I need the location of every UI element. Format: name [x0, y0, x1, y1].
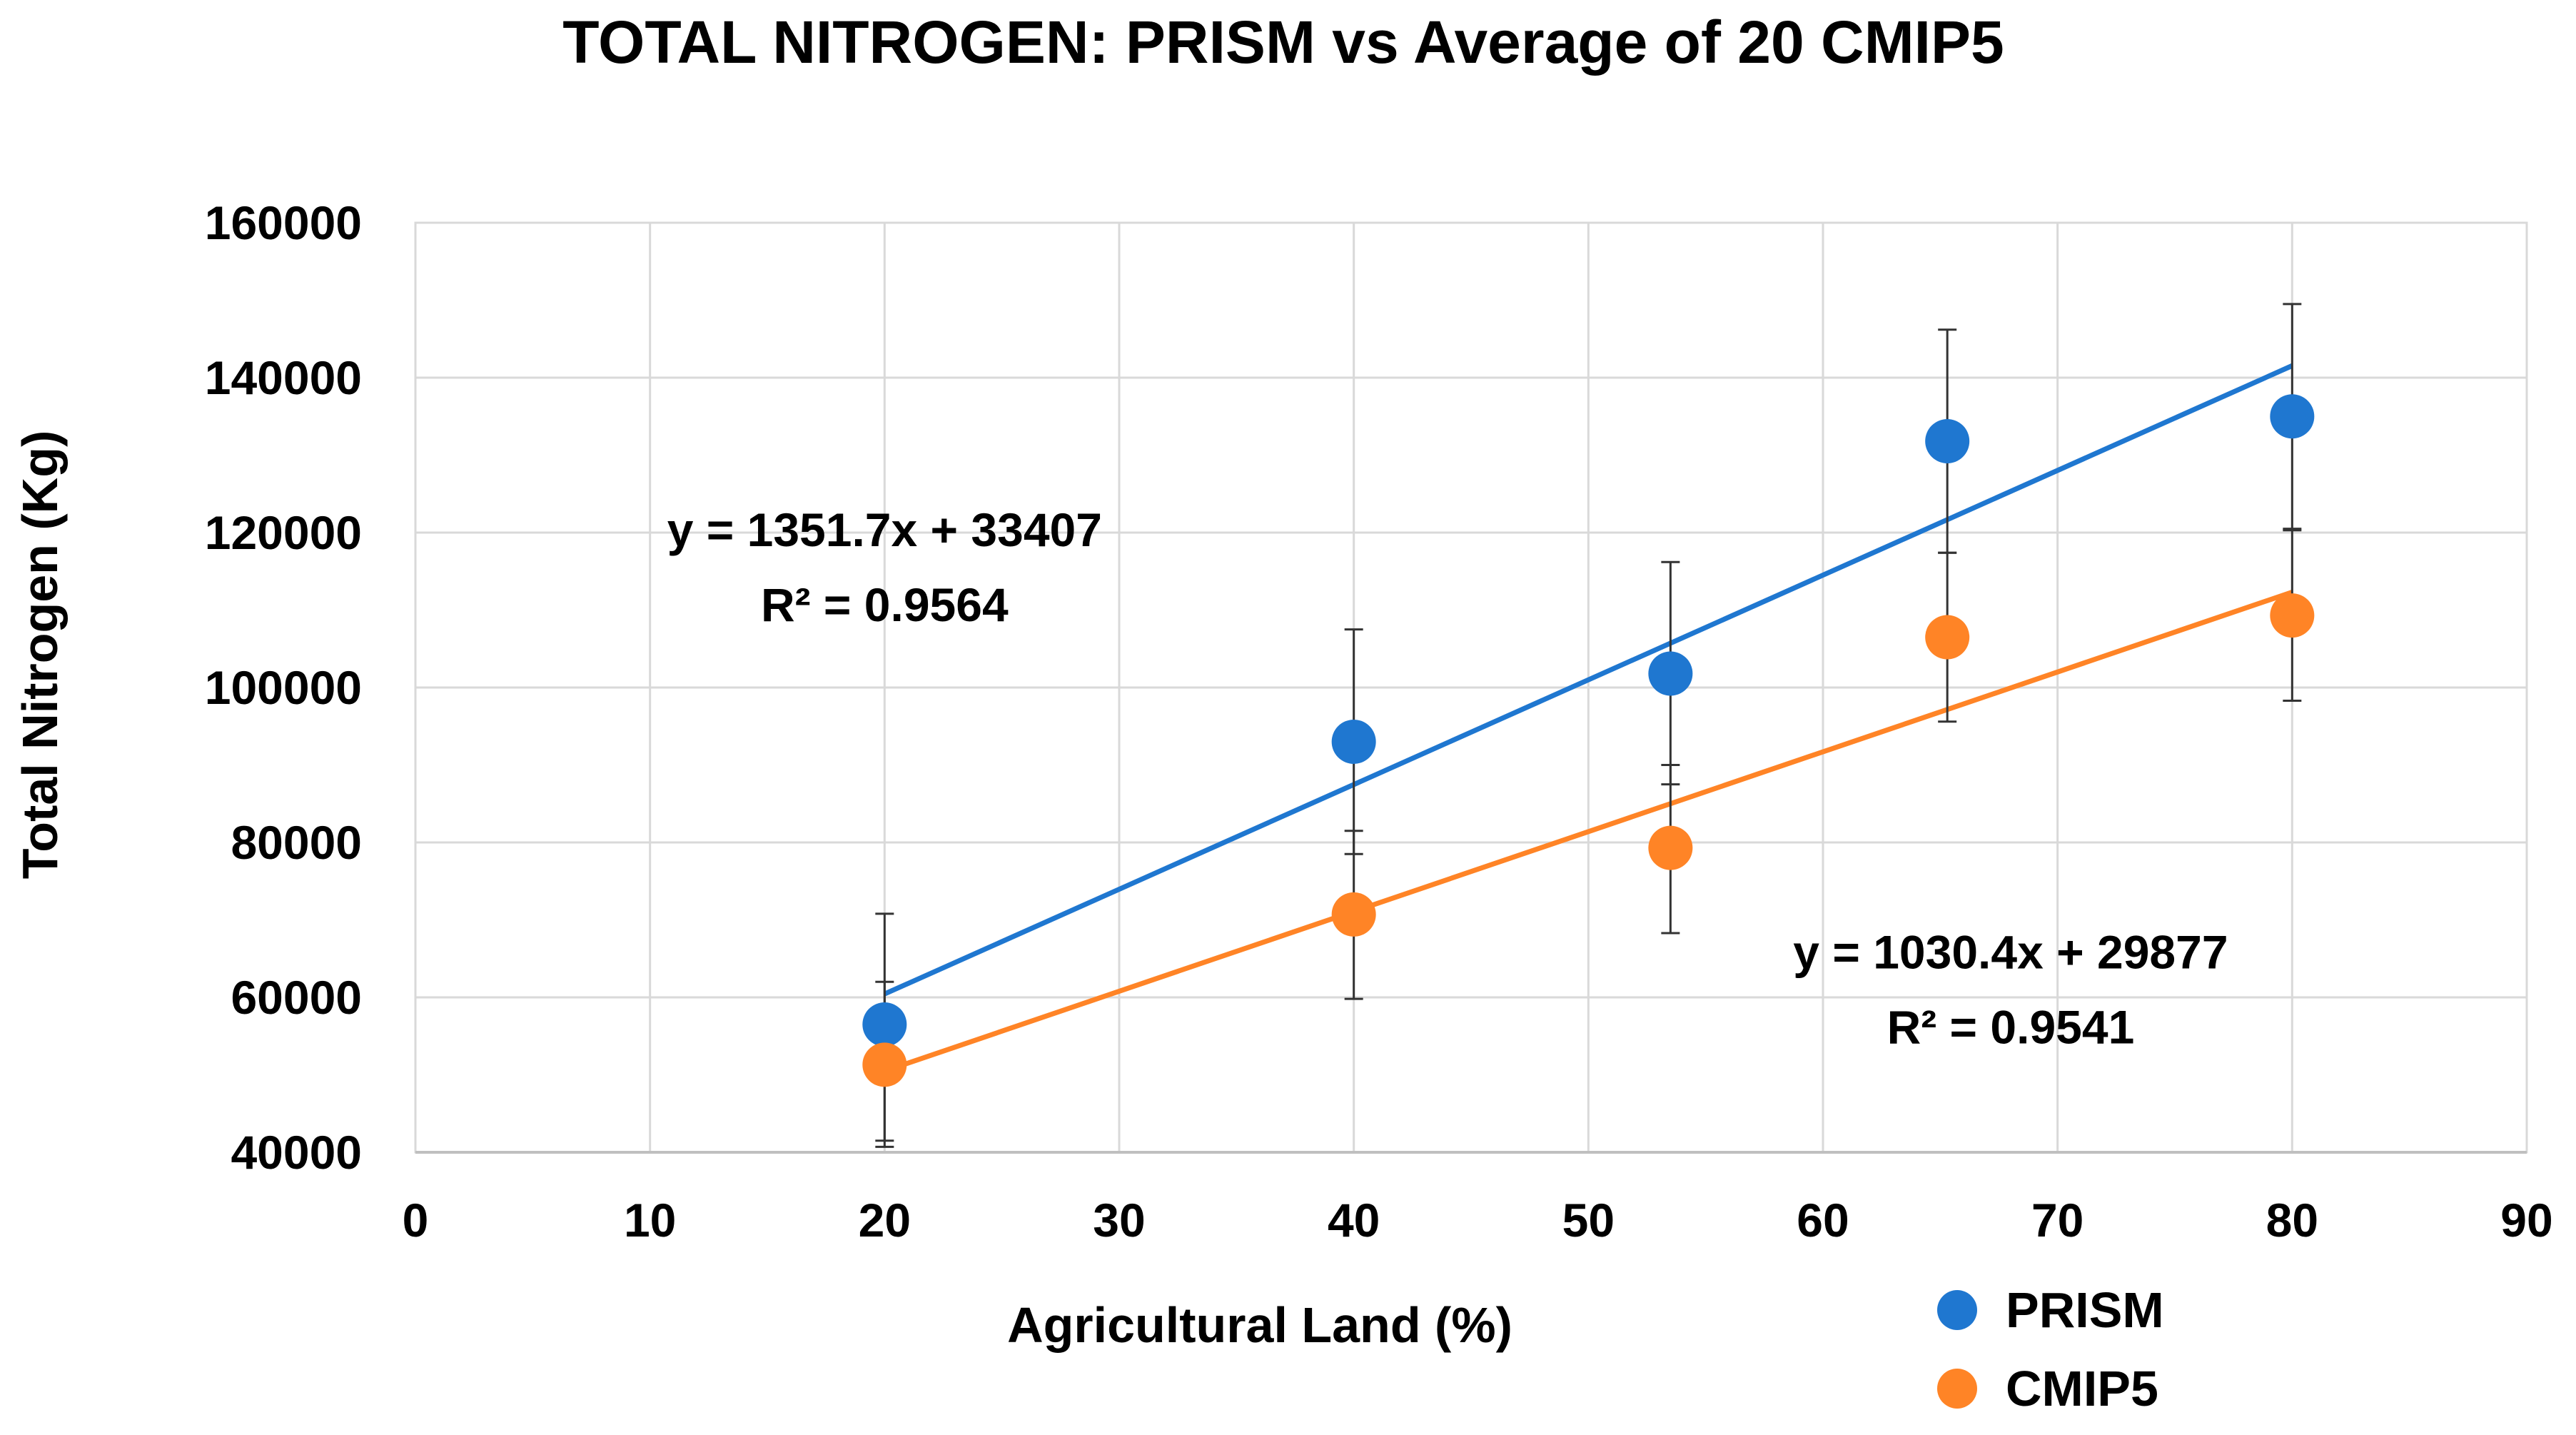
y-tick-label: 120000 — [205, 506, 362, 559]
data-point-cmip5 — [1925, 615, 1970, 660]
data-point-cmip5 — [1331, 892, 1376, 937]
x-tick-label: 80 — [2266, 1194, 2318, 1247]
data-point-prism — [2270, 394, 2315, 439]
trendline-prism — [883, 363, 2293, 997]
trendline-cmip5 — [884, 590, 2293, 1074]
trendlines — [883, 363, 2293, 1074]
trendline-equation-prism: y = 1351.7x + 33407 — [667, 503, 1102, 556]
y-tick-label: 100000 — [205, 661, 362, 714]
data-points — [862, 394, 2315, 1087]
x-tick-label: 40 — [1328, 1194, 1380, 1247]
x-tick-label: 60 — [1797, 1194, 1849, 1247]
legend-marker-cmip5 — [1937, 1369, 1977, 1409]
data-point-cmip5 — [2270, 593, 2315, 638]
x-tick-label: 30 — [1093, 1194, 1145, 1247]
data-point-cmip5 — [1648, 825, 1693, 870]
x-tick-label: 90 — [2500, 1194, 2552, 1247]
data-point-prism — [862, 1002, 907, 1047]
data-point-prism — [1925, 418, 1970, 463]
legend-label-prism: PRISM — [2006, 1282, 2164, 1338]
x-axis-title: Agricultural Land (%) — [1007, 1297, 1512, 1353]
x-tick-label: 20 — [859, 1194, 911, 1247]
data-point-prism — [1648, 651, 1693, 696]
chart-title: TOTAL NITROGEN: PRISM vs Average of 20 C… — [562, 9, 2004, 76]
trendline-equation-cmip5: R² = 0.9541 — [1887, 1000, 2135, 1053]
legend-label-cmip5: CMIP5 — [2006, 1361, 2158, 1416]
legend: PRISM CMIP5 — [1937, 1282, 2164, 1416]
y-axis-title: Total Nitrogen (Kg) — [12, 430, 68, 880]
legend-marker-prism — [1937, 1290, 1977, 1330]
x-tick-label: 0 — [403, 1194, 429, 1247]
y-tick-label: 60000 — [231, 971, 362, 1024]
grid — [414, 221, 2528, 1154]
tick-labels: 0 10 20 30 40 50 60 70 80 90 40000 60000 80000 100000… — [205, 196, 2553, 1247]
y-tick-label: 40000 — [231, 1126, 362, 1179]
data-point-prism — [1331, 719, 1376, 764]
x-tick-label: 50 — [1562, 1194, 1615, 1247]
trendline-equation-prism: R² = 0.9564 — [761, 578, 1009, 631]
annotations: y = 1351.7x + 33407 R² = 0.9564 y = 1030.4… — [667, 503, 2228, 1053]
y-tick-label: 160000 — [205, 196, 362, 249]
y-tick-label: 80000 — [231, 816, 362, 869]
x-tick-label: 70 — [2031, 1194, 2083, 1247]
data-point-cmip5 — [862, 1042, 907, 1087]
trendline-equation-cmip5: y = 1030.4x + 29877 — [1793, 925, 2228, 978]
x-tick-label: 10 — [624, 1194, 676, 1247]
y-tick-label: 140000 — [205, 351, 362, 404]
